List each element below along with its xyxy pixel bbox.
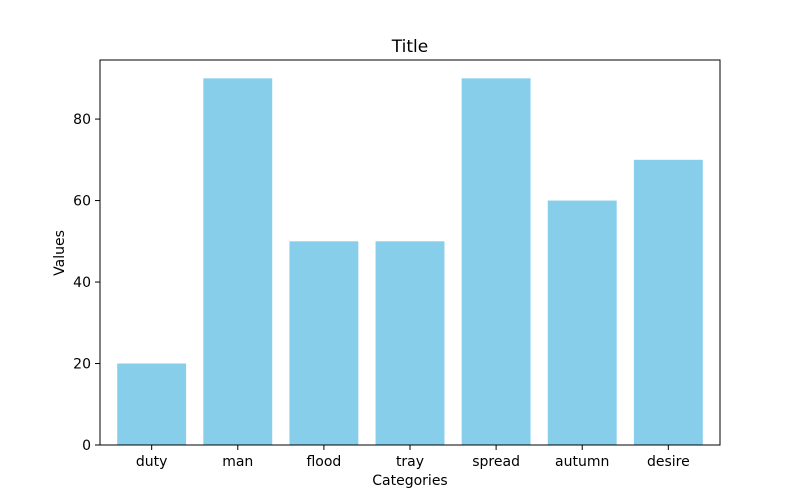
bar-tray [375, 241, 445, 445]
bar-man [203, 78, 273, 445]
ticks-group: duty man flood tray spread autumn desire 0 20 40 6… [73, 112, 690, 470]
bar-flood [289, 241, 359, 445]
x-tick-label: autumn [555, 454, 609, 470]
y-tick-label: 20 [73, 357, 91, 373]
bar-spread [461, 78, 531, 445]
y-axis-label: Values [52, 230, 68, 276]
y-tick-label: 0 [82, 438, 91, 454]
plot-frame [99, 59, 721, 446]
x-axis-label: Categories [372, 473, 447, 489]
x-tick-label: duty [136, 454, 168, 470]
chart-title: Title [391, 37, 428, 57]
x-tick-label: flood [306, 454, 341, 470]
bar-duty [117, 363, 187, 445]
bar-desire [633, 159, 703, 445]
bars-group [117, 78, 703, 445]
bar-autumn [547, 200, 617, 445]
y-tick-label: 80 [73, 112, 91, 128]
x-tick-label: desire [647, 454, 690, 470]
y-tick-label: 60 [73, 194, 91, 210]
x-tick-label: tray [396, 454, 424, 470]
x-tick-label: spread [472, 454, 520, 470]
x-tick-label: man [222, 454, 253, 470]
y-tick-label: 40 [73, 275, 91, 291]
